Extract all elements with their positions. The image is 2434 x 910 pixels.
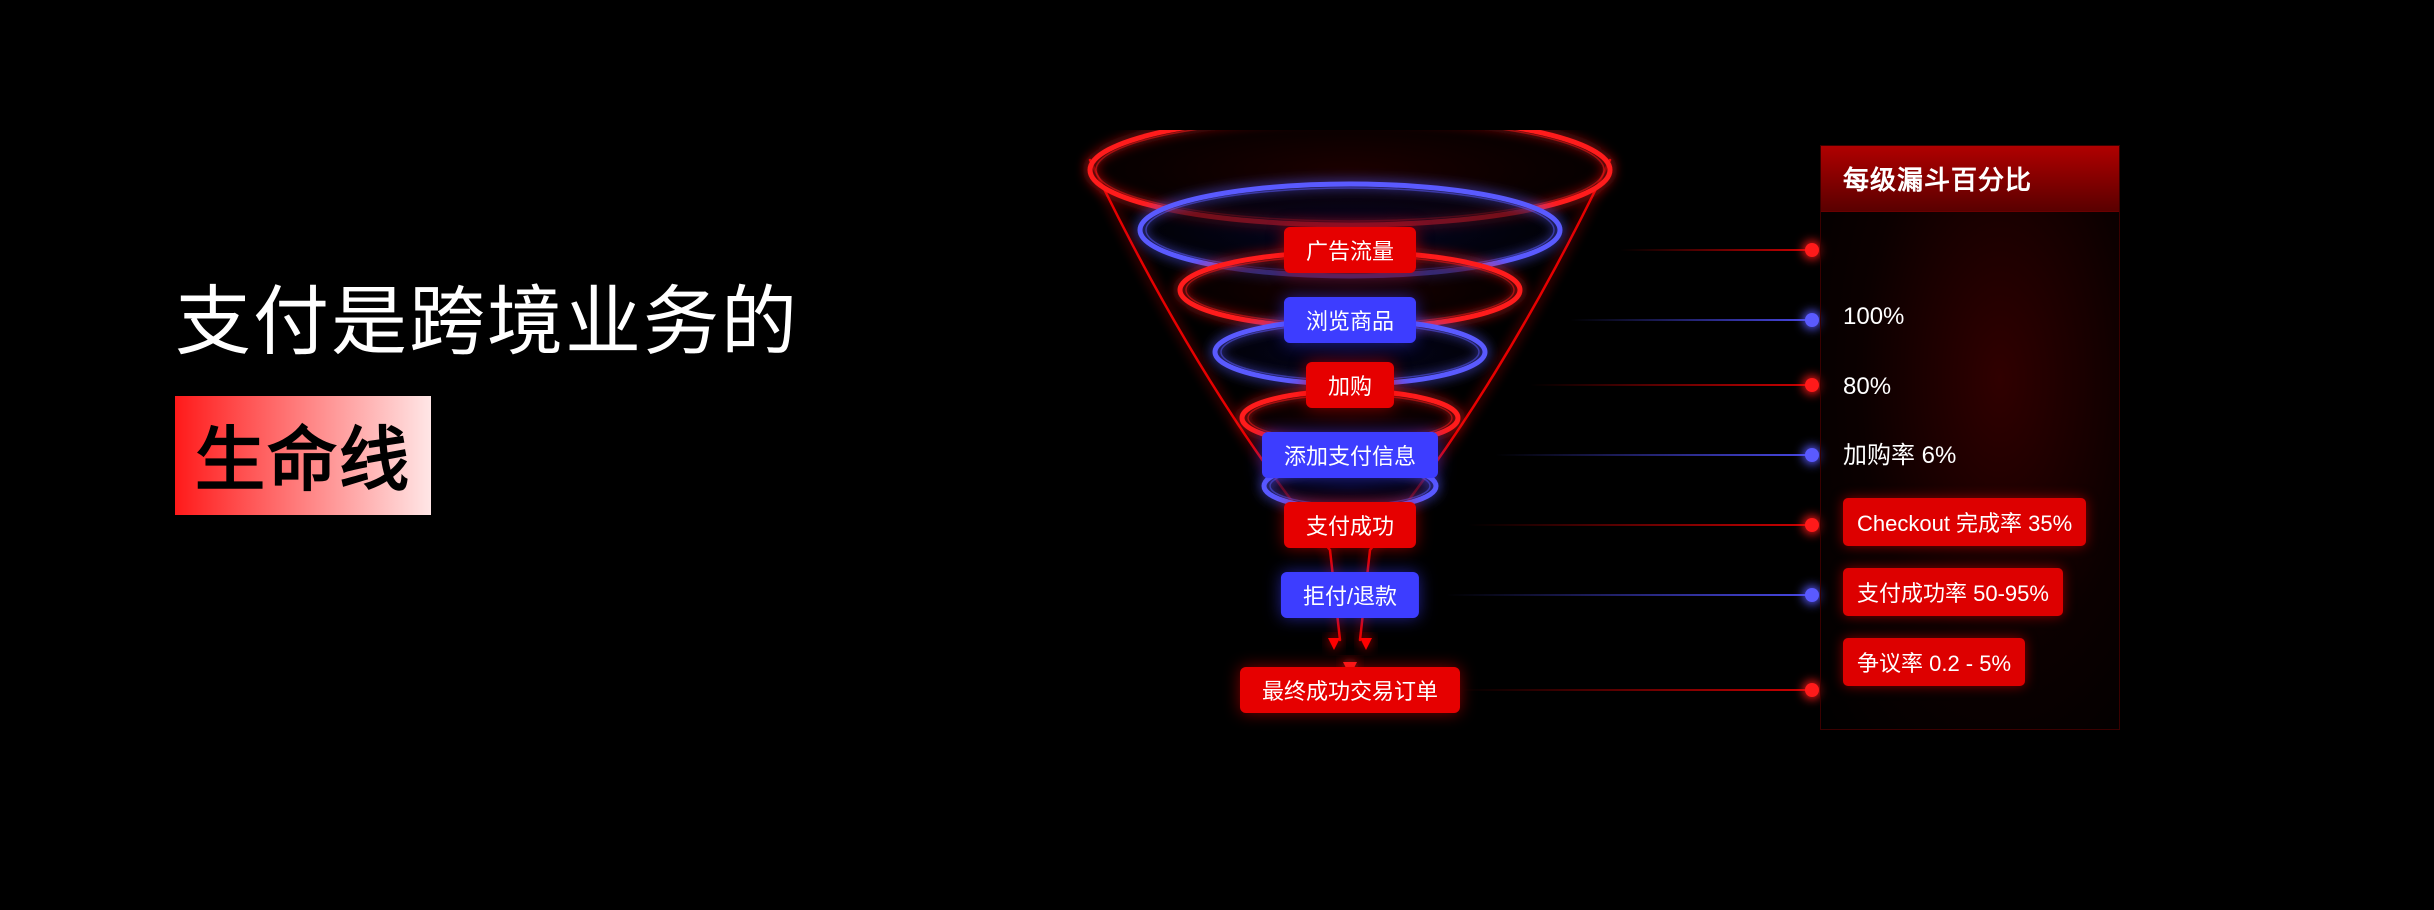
funnel-diagram	[1000, 130, 1700, 730]
connector-dot-red	[1805, 243, 1819, 257]
connector-dot-red	[1805, 378, 1819, 392]
connector-dot-blue	[1805, 313, 1819, 327]
metrics-row-6	[1821, 722, 2119, 792]
metrics-row-2: 加购率 6%	[1821, 417, 2119, 487]
headline-line1: 支付是跨境业务的	[175, 260, 799, 370]
connector-6	[1460, 689, 1812, 691]
connector-4	[1468, 524, 1812, 526]
metric-chip: 支付成功率 50-95%	[1843, 568, 2063, 616]
metrics-row-4: 支付成功率 50-95%	[1821, 557, 2119, 627]
metrics-panel-body: 100% 80% 加购率 6% Checkout 完成率 35% 支付成功率 50-95…	[1821, 212, 2119, 765]
connector-3	[1495, 454, 1812, 456]
connector-dot-red	[1805, 518, 1819, 532]
metrics-panel: 每级漏斗百分比 100% 80% 加购率 6% Checkout 完成率 35% 支付成…	[1820, 145, 2120, 730]
funnel-stage-5: 拒付/退款	[1281, 572, 1419, 618]
metric-value: 加购率 6%	[1843, 435, 1956, 470]
connector-dot-blue	[1805, 588, 1819, 602]
metrics-row-1: 80%	[1821, 352, 2119, 422]
funnel-stage-1: 浏览商品	[1284, 297, 1416, 343]
connector-0	[1620, 249, 1812, 251]
metrics-row-3: Checkout 完成率 35%	[1821, 487, 2119, 557]
funnel-svg	[1000, 130, 1700, 730]
metric-value: 100%	[1843, 303, 1904, 331]
connector-1	[1570, 319, 1812, 321]
metric-value: 80%	[1843, 373, 1891, 401]
connector-5	[1446, 594, 1812, 596]
headline: 支付是跨境业务的 生命线	[175, 260, 799, 515]
funnel-stage-4: 支付成功	[1284, 502, 1416, 548]
metrics-row-5: 争议率 0.2 - 5%	[1821, 627, 2119, 697]
metric-chip: 争议率 0.2 - 5%	[1843, 638, 2025, 686]
headline-line2: 生命线	[195, 421, 411, 499]
connector-2	[1530, 384, 1812, 386]
funnel-stage-3: 添加支付信息	[1262, 432, 1438, 478]
connector-dot-blue	[1805, 448, 1819, 462]
headline-highlight-box: 生命线	[175, 396, 431, 515]
funnel-stage-6: 最终成功交易订单	[1240, 667, 1460, 713]
metric-chip: Checkout 完成率 35%	[1843, 498, 2086, 546]
funnel-stage-0: 广告流量	[1284, 227, 1416, 273]
metrics-row-0: 100%	[1821, 282, 2119, 352]
funnel-stage-2: 加购	[1306, 362, 1394, 408]
connector-dot-red	[1805, 683, 1819, 697]
metrics-panel-header: 每级漏斗百分比	[1821, 146, 2119, 212]
